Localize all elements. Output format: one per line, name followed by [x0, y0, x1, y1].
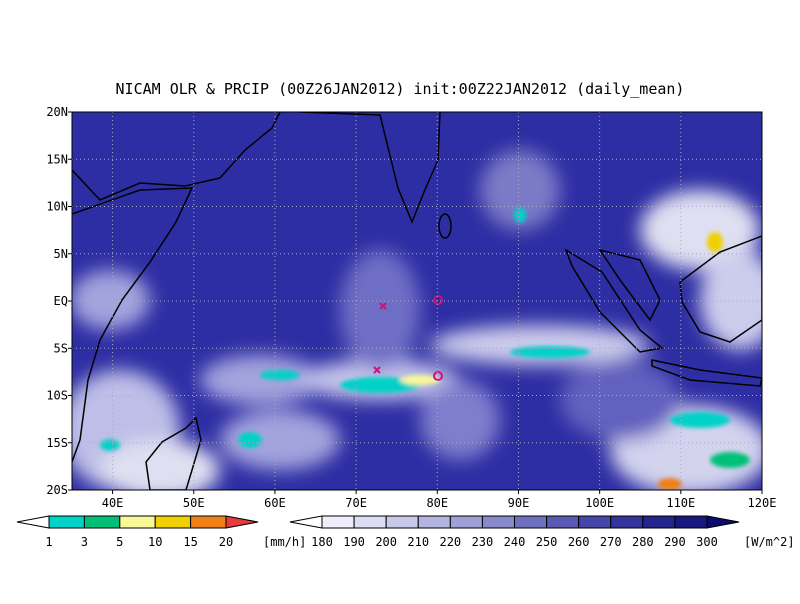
colorbar-arrow [225, 515, 259, 529]
colorbar-arrow [706, 515, 740, 529]
colorbar-box [83, 515, 121, 529]
colorbar-label: 180 [311, 535, 333, 549]
lon-label: 50E [183, 496, 205, 510]
colorbar-box [321, 515, 355, 529]
colorbar-label: 210 [407, 535, 429, 549]
colorbar-label: 190 [343, 535, 365, 549]
colorbar-box [449, 515, 483, 529]
lat-label: 15N [46, 152, 68, 166]
colorbar-arrow [289, 515, 323, 529]
colorbar-label: 20 [219, 535, 233, 549]
colorbar-label: 240 [504, 535, 526, 549]
lon-label: 90E [508, 496, 530, 510]
colorbar-box [514, 515, 548, 529]
lon-label: 80E [426, 496, 448, 510]
colorbar-label: 3 [81, 535, 88, 549]
colorbar-label: 260 [568, 535, 590, 549]
colorbar-label: 5 [116, 535, 123, 549]
colorbar-label: 270 [600, 535, 622, 549]
colorbar-unit: [W/m^2] [744, 535, 795, 549]
colorbar-label: 250 [536, 535, 558, 549]
colorbar-box [578, 515, 612, 529]
grid [72, 112, 762, 490]
colorbar-box [610, 515, 644, 529]
colorbar-label: 1 [45, 535, 52, 549]
lat-label: 10S [46, 389, 68, 403]
colorbar-box [674, 515, 708, 529]
colorbar-label: 290 [664, 535, 686, 549]
colorbar-arrow [16, 515, 50, 529]
colorbar-box [353, 515, 387, 529]
colorbar-label: 230 [472, 535, 494, 549]
lat-label: 20S [46, 483, 68, 497]
lat-label: 10N [46, 200, 68, 214]
colorbar-box [190, 515, 227, 529]
colorbar-box [385, 515, 419, 529]
colorbar-box [48, 515, 85, 529]
colorbar-box [119, 515, 156, 529]
lat-label: 5N [54, 247, 68, 261]
colorbar-label: 15 [183, 535, 197, 549]
map-field [72, 112, 762, 490]
title: NICAM OLR & PRCIP (00Z26JAN2012) init:00… [116, 80, 685, 98]
colorbar-box [546, 515, 580, 529]
colorbar-box [642, 515, 676, 529]
lat-label: 15S [46, 436, 68, 450]
lon-label: 60E [264, 496, 286, 510]
colorbar-unit: [mm/h] [263, 535, 306, 549]
lon-label: 40E [102, 496, 124, 510]
colorbar-label: 300 [696, 535, 718, 549]
colorbar-label: 280 [632, 535, 654, 549]
colorbar-label: 10 [148, 535, 162, 549]
lat-label: 5S [54, 341, 68, 355]
lon-label: 110E [666, 496, 695, 510]
colorbar-label: 220 [439, 535, 461, 549]
lat-label: 20N [46, 105, 68, 119]
lon-label: 100E [585, 496, 614, 510]
lat-label: EQ [54, 294, 68, 308]
colorbar-label: 200 [375, 535, 397, 549]
colorbar-box [417, 515, 451, 529]
colorbar-box [481, 515, 515, 529]
colorbar-box [154, 515, 192, 529]
lon-label: 120E [748, 496, 777, 510]
lon-label: 70E [345, 496, 367, 510]
